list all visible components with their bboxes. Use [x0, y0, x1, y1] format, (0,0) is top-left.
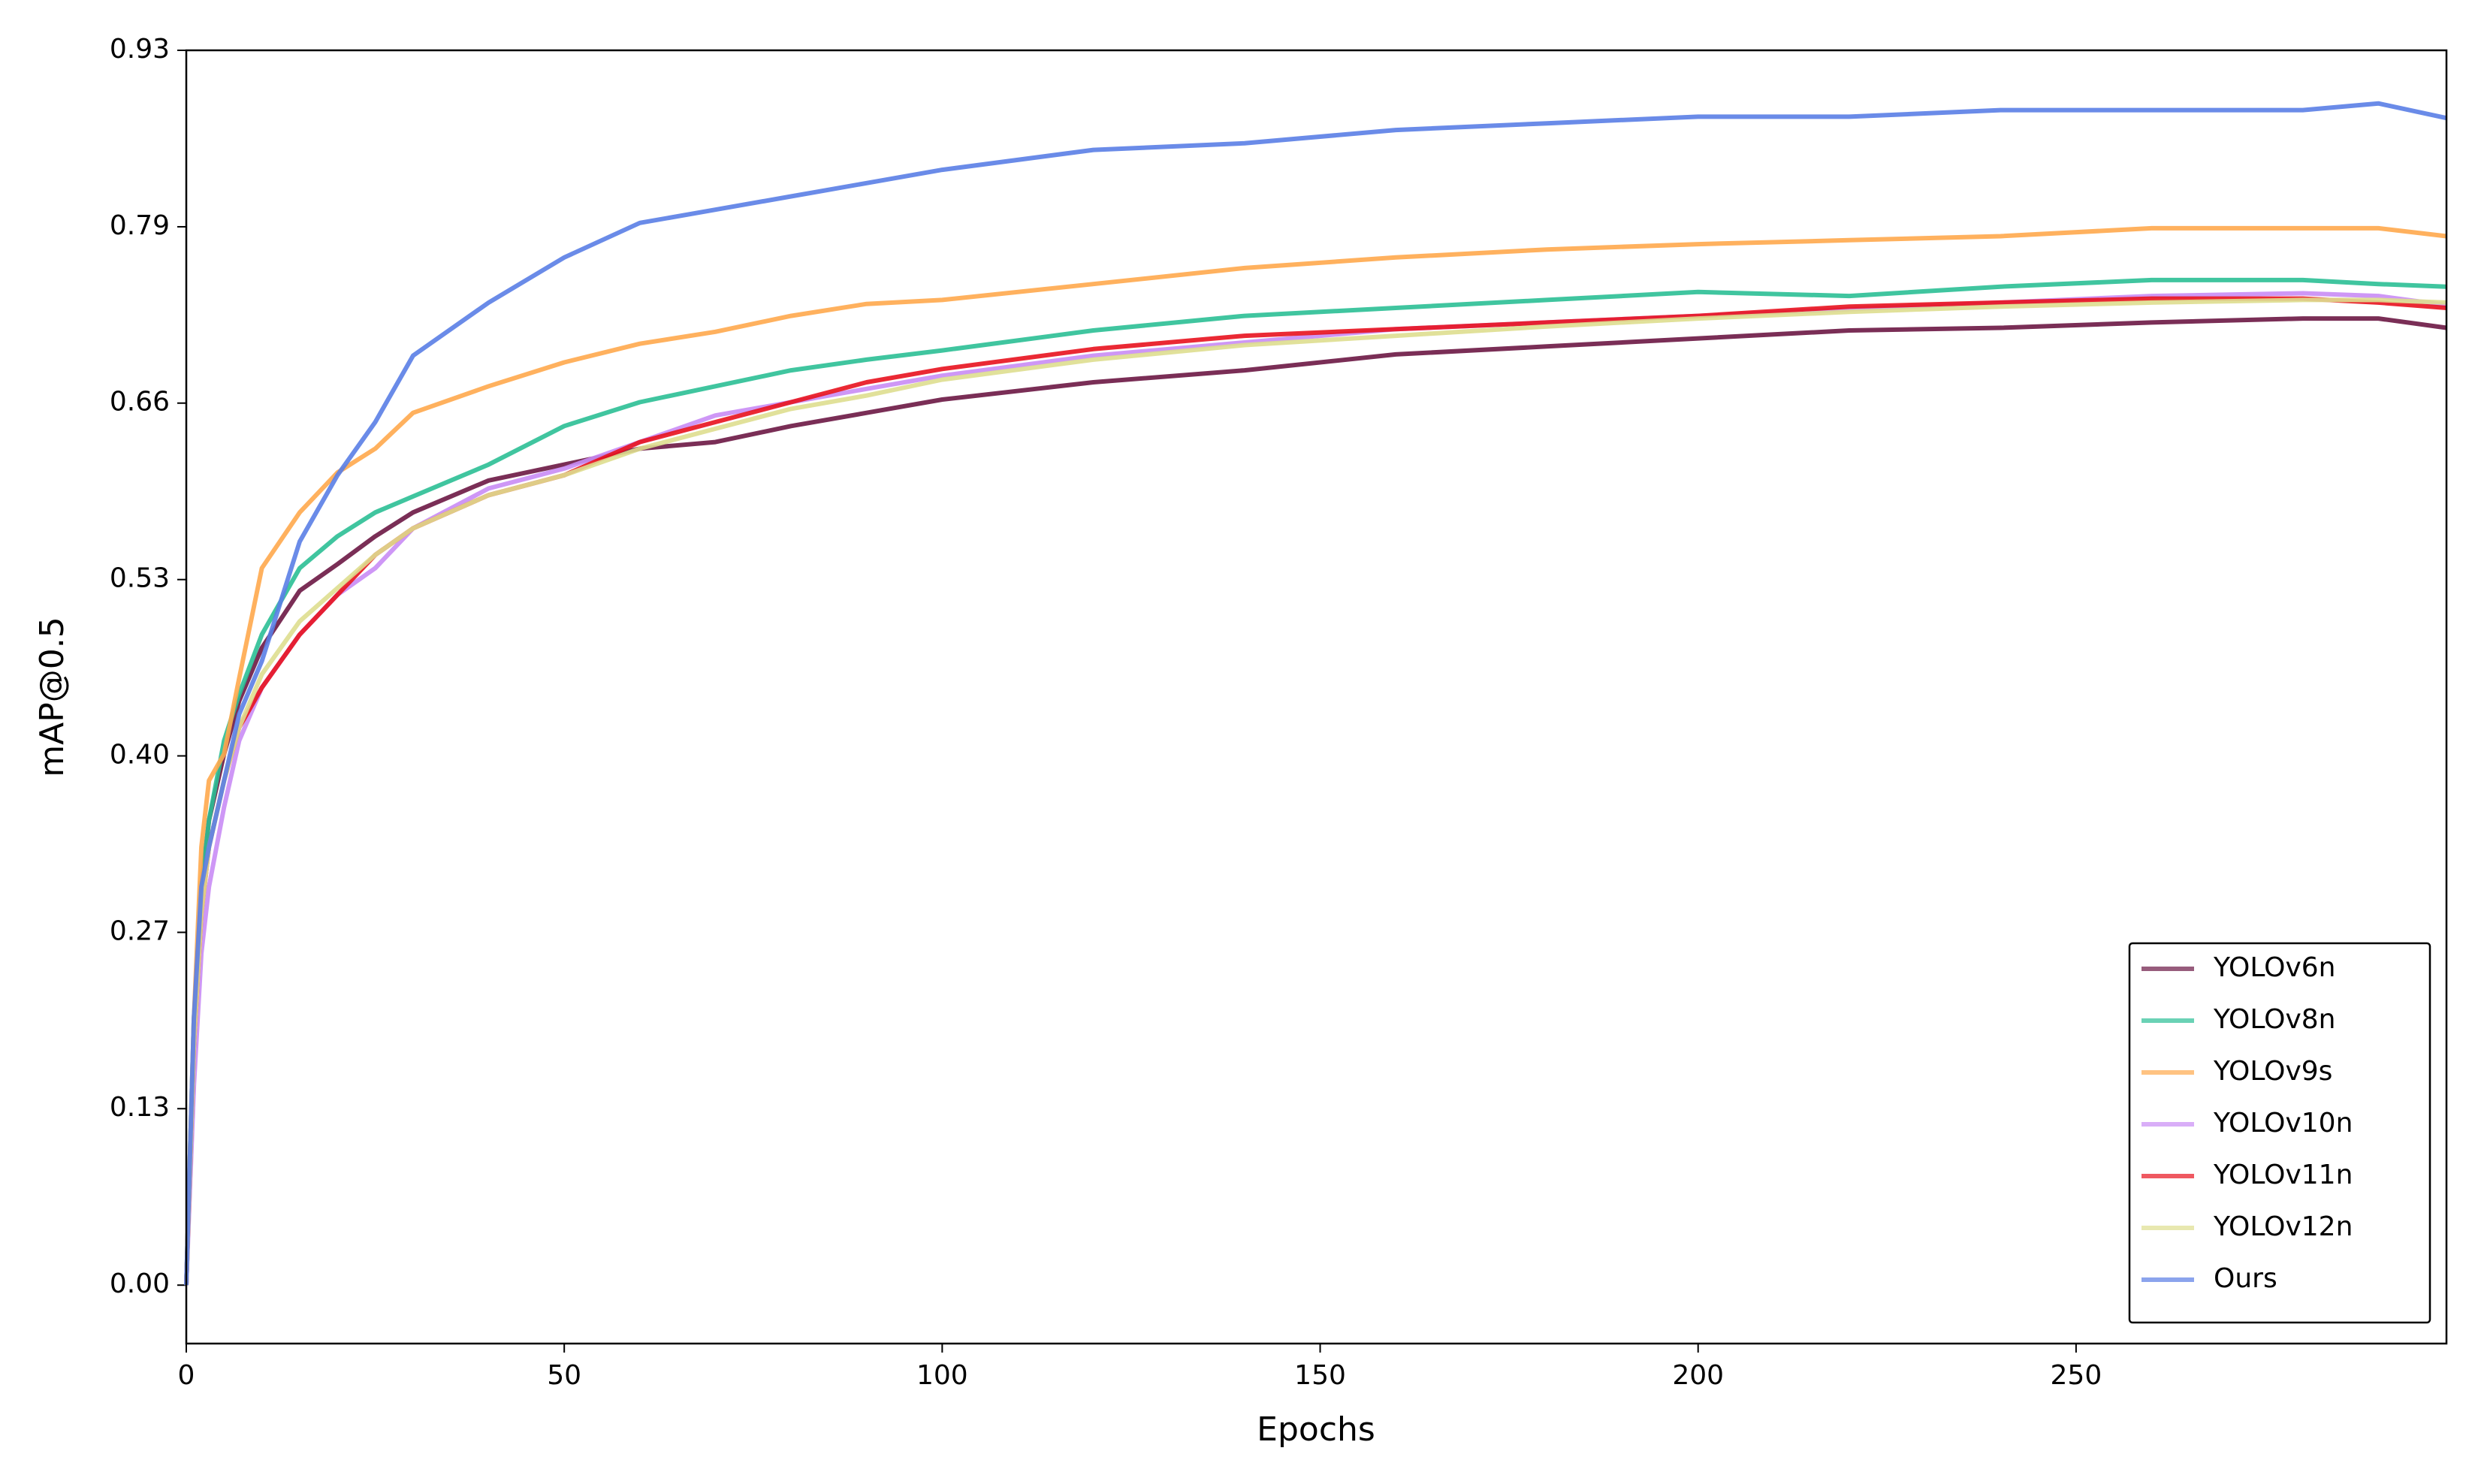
legend-label: YOLOv6n	[2213, 952, 2336, 983]
series-line	[184, 101, 2447, 1286]
y-tick-label: 0.27	[110, 915, 170, 946]
legend-label: YOLOv8n	[2213, 1004, 2336, 1035]
x-tick-label: 200	[1672, 1360, 1724, 1391]
y-tick-label: 0.40	[110, 739, 170, 770]
legend: YOLOv6n YOLOv8n YOLOv9s YOLOv10n YOLOv11n YOL…	[2128, 942, 2431, 1324]
legend-label: YOLOv10n	[2213, 1108, 2353, 1139]
plot-frame	[185, 49, 2448, 1345]
series-line	[184, 316, 2447, 1286]
x-tick-label: 0	[178, 1360, 195, 1391]
x-axis-label: Epochs	[1257, 1410, 1375, 1449]
y-tick-label: 0.13	[110, 1092, 170, 1123]
y-tick-label: 0.79	[110, 210, 170, 241]
y-tick-label: 0.93	[110, 34, 170, 65]
y-axis-label: mAP@0.5	[33, 617, 71, 777]
legend-label: YOLOv12n	[2213, 1211, 2353, 1242]
y-tick-label: 0.66	[110, 387, 170, 418]
y-tick-label: 0.00	[110, 1268, 170, 1299]
legend-label: YOLOv9s	[2213, 1056, 2332, 1087]
x-tick-label: 150	[1294, 1360, 1346, 1391]
legend-box	[2128, 942, 2431, 1324]
legend-label: Ours	[2214, 1263, 2277, 1294]
x-tick-label: 100	[916, 1360, 968, 1391]
x-tick-label: 50	[547, 1360, 581, 1391]
legend-label: YOLOv11n	[2213, 1160, 2353, 1190]
series-line	[184, 225, 2447, 1286]
series-line	[184, 277, 2447, 1286]
x-tick-label: 250	[2051, 1360, 2102, 1391]
series-line	[184, 291, 2447, 1286]
y-tick-label: 0.53	[110, 563, 170, 594]
